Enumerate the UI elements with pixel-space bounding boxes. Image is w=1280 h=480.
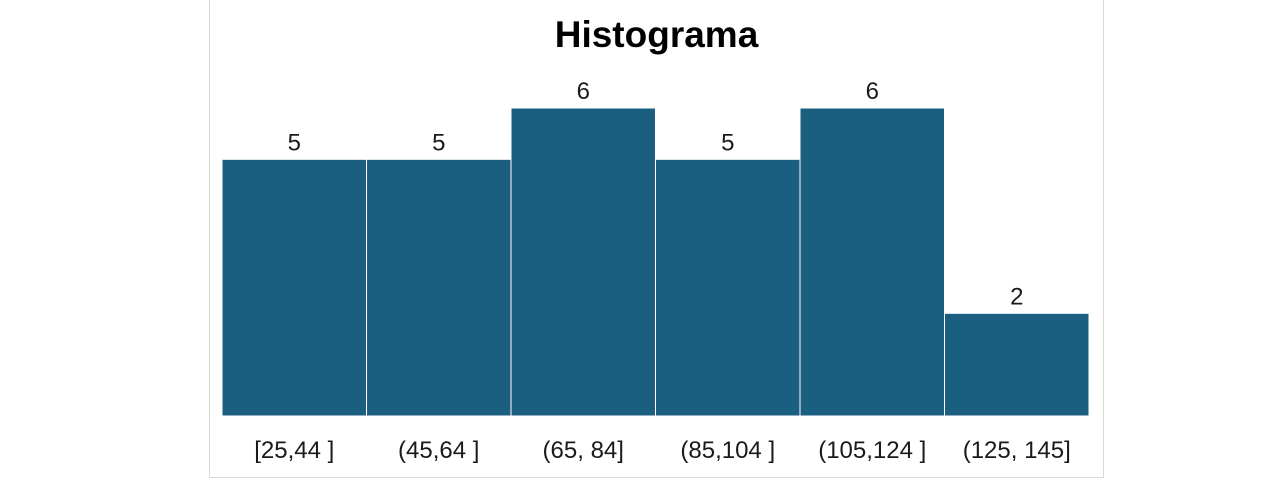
value-labels-layer: 5 5 6 5 6 2 [288,78,1024,310]
category-label-4: (85,104 ] [680,437,775,464]
bar-2 [366,158,512,417]
bar-value-label-6: 2 [1010,283,1023,310]
category-label-5: (105,124 ] [818,437,926,464]
bar-value-label-1: 5 [288,129,301,156]
bar-1 [221,158,367,417]
category-label-1: [25,44 ] [254,437,334,464]
category-label-6: (125, 145] [963,437,1071,464]
bar-value-label-3: 6 [577,78,590,105]
category-label-3: (65, 84] [543,437,624,464]
bar-6 [944,312,1090,417]
bar-3 [510,107,656,417]
chart-title: Histograma [554,14,759,55]
bar-value-label-5: 6 [866,78,879,105]
category-labels-layer: [25,44 ] (45,64 ] (65, 84] (85,104 ] (105,12… [254,437,1071,464]
category-label-2: (45,64 ] [398,437,479,464]
bar-value-label-4: 5 [721,129,734,156]
bar-value-label-2: 5 [432,129,445,156]
bar-4 [655,158,801,417]
bars-layer [221,107,1090,417]
bar-5 [799,107,945,417]
